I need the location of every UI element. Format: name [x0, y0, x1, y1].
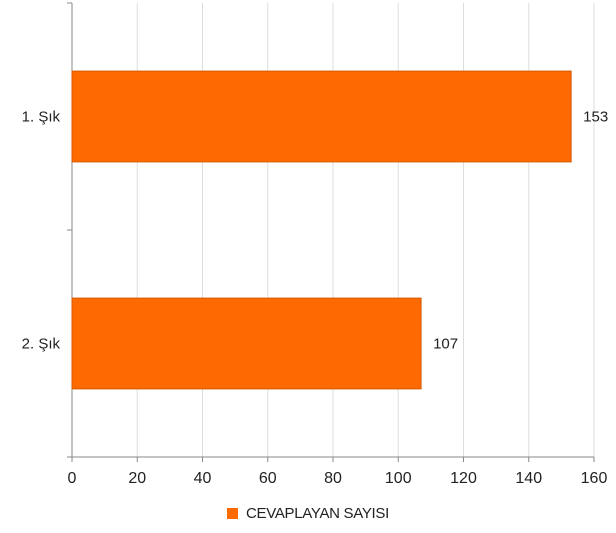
- x-tick-label: 140: [515, 470, 542, 487]
- x-tick-label: 80: [324, 470, 342, 487]
- x-tick-label: 160: [581, 470, 608, 487]
- chart-legend: CEVAPLAYAN SAYISI: [0, 505, 616, 522]
- legend-label: CEVAPLAYAN SAYISI: [245, 505, 389, 522]
- x-tick-label: 40: [194, 470, 212, 487]
- category-label: 1. Şık: [22, 109, 61, 126]
- x-tick-label: 0: [68, 470, 77, 487]
- bar: [71, 297, 422, 390]
- category-label: 2. Şık: [22, 336, 61, 353]
- data-label: 107: [433, 336, 458, 353]
- chart-plot: 0 20 40 60 80 100 120 140 160 1. Şık 153 2. Şık 107: [22, 2, 608, 487]
- x-tick-label: 20: [128, 470, 146, 487]
- data-label: 153: [583, 109, 608, 126]
- bar: [71, 70, 572, 163]
- x-tick-label: 100: [385, 470, 412, 487]
- x-tick-label: 120: [450, 470, 477, 487]
- x-tick-label: 60: [259, 470, 277, 487]
- legend-swatch: [226, 508, 238, 519]
